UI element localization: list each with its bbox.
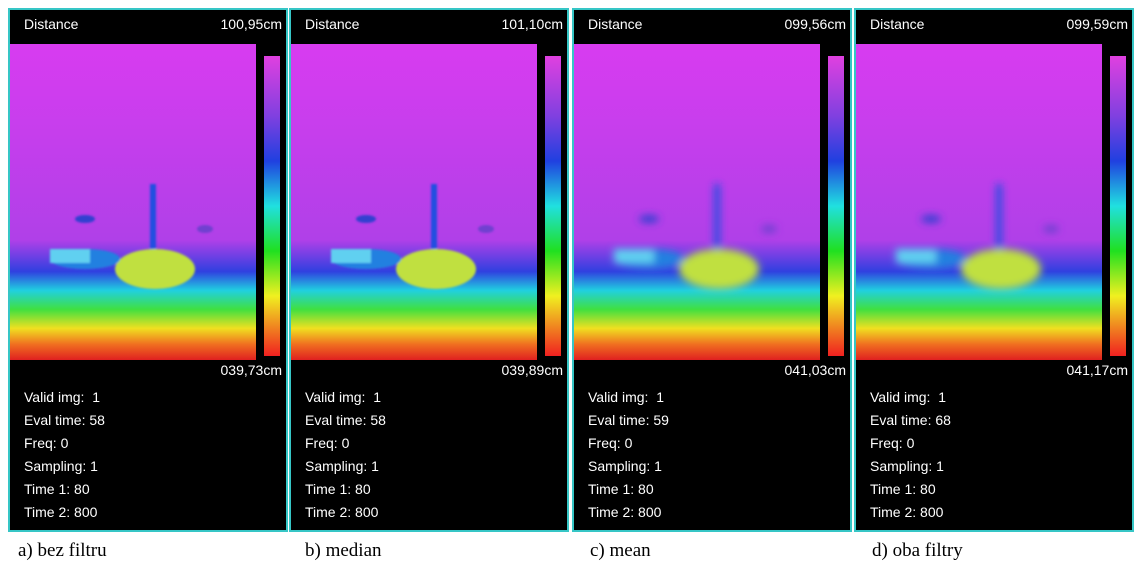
stat-line: Time 2: 800: [870, 501, 951, 524]
stat-line: Freq: 0: [24, 432, 105, 455]
panel-title: Distance: [588, 16, 642, 32]
max-distance: 099,56cm: [785, 16, 846, 32]
stat-line: Time 1: 80: [24, 478, 105, 501]
panel-caption: c) mean: [590, 540, 651, 562]
stat-line: Time 2: 800: [24, 501, 105, 524]
stat-line: Sampling: 1: [588, 455, 669, 478]
stat-line: Eval time: 58: [305, 409, 386, 432]
stat-line: Valid img: 1: [588, 386, 669, 409]
camera-panel: Distance 099,59cm 041,17cm: [854, 8, 1134, 532]
stat-line: Eval time: 58: [24, 409, 105, 432]
figure: Distance 100,95cm 039,73cm: [0, 0, 1144, 569]
stat-line: Time 1: 80: [870, 478, 951, 501]
max-distance: 101,10cm: [502, 16, 563, 32]
stat-line: Freq: 0: [588, 432, 669, 455]
stat-line: Valid img: 1: [305, 386, 386, 409]
depth-image: [10, 44, 286, 360]
stat-line: Eval time: 59: [588, 409, 669, 432]
max-distance: 100,95cm: [221, 16, 282, 32]
stat-line: Eval time: 68: [870, 409, 951, 432]
panel-title: Distance: [305, 16, 359, 32]
min-distance: 039,73cm: [221, 362, 282, 378]
panel-title: Distance: [870, 16, 924, 32]
min-distance: 039,89cm: [502, 362, 563, 378]
min-distance: 041,17cm: [1067, 362, 1128, 378]
stat-line: Time 1: 80: [305, 478, 386, 501]
min-distance: 041,03cm: [785, 362, 846, 378]
depth-image: [574, 44, 850, 360]
stat-line: Time 2: 800: [588, 501, 669, 524]
depth-image: [291, 44, 567, 360]
camera-panel: Distance 100,95cm 039,73cm: [8, 8, 288, 532]
stat-line: Freq: 0: [870, 432, 951, 455]
stat-line: Sampling: 1: [305, 455, 386, 478]
depth-image: [856, 44, 1132, 360]
panel-caption: a) bez filtru: [18, 540, 107, 562]
max-distance: 099,59cm: [1067, 16, 1128, 32]
stat-line: Sampling: 1: [870, 455, 951, 478]
camera-panel: Distance 099,56cm 041,03cm: [572, 8, 852, 532]
panel-caption: d) oba filtry: [872, 540, 963, 562]
stat-line: Time 2: 800: [305, 501, 386, 524]
camera-panel: Distance 101,10cm 039,89cm: [289, 8, 569, 532]
stat-line: Sampling: 1: [24, 455, 105, 478]
stat-line: Time 1: 80: [588, 478, 669, 501]
panel-caption: b) median: [305, 540, 382, 562]
stat-line: Valid img: 1: [24, 386, 105, 409]
panel-title: Distance: [24, 16, 78, 32]
stat-line: Valid img: 1: [870, 386, 951, 409]
stat-line: Freq: 0: [305, 432, 386, 455]
